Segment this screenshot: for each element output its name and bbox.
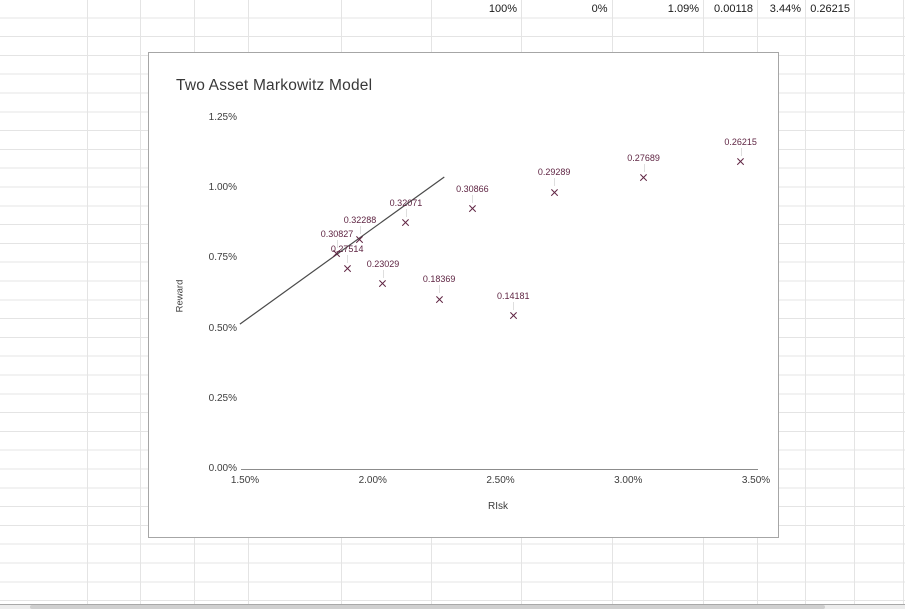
grid-column-line bbox=[140, 0, 141, 604]
y-tick-label: 1.00% bbox=[208, 182, 237, 194]
data-point-label: 0.32288 bbox=[343, 214, 377, 225]
label-leader-line bbox=[643, 164, 645, 173]
data-point-marker-x[interactable] bbox=[737, 158, 745, 166]
cell-return[interactable]: 1.09% bbox=[667, 3, 699, 15]
chart-title: Two Asset Markowitz Model bbox=[176, 77, 373, 94]
data-point-label: 0.14181 bbox=[496, 290, 530, 301]
markowitz-chart[interactable]: Two Asset Markowitz Model Reward RIsk 0.… bbox=[148, 52, 779, 538]
grid-column-line bbox=[805, 0, 806, 604]
data-point-marker-x[interactable] bbox=[468, 205, 476, 213]
data-point-label: 0.30827 bbox=[320, 228, 354, 239]
x-tick-label: 3.50% bbox=[741, 475, 771, 486]
label-leader-line bbox=[513, 301, 515, 310]
label-leader-line bbox=[554, 178, 556, 187]
data-point-label: 0.27514 bbox=[330, 244, 364, 255]
cell-risk[interactable]: 3.44% bbox=[769, 3, 801, 15]
trend-line bbox=[239, 176, 445, 325]
label-leader-line bbox=[382, 269, 384, 278]
data-point-marker-x[interactable] bbox=[435, 295, 443, 303]
y-tick-label: 0.25% bbox=[208, 392, 237, 404]
label-leader-line bbox=[740, 148, 742, 157]
cell-weight2[interactable]: 0% bbox=[591, 3, 608, 15]
sheet-bottom-divider bbox=[0, 604, 905, 605]
data-point-marker-x[interactable] bbox=[509, 312, 517, 320]
data-point-marker-x[interactable] bbox=[379, 280, 387, 288]
label-leader-line bbox=[405, 209, 407, 218]
data-point-marker-x[interactable] bbox=[550, 188, 558, 196]
horizontal-scrollbar-thumb[interactable] bbox=[30, 605, 825, 609]
horizontal-scrollbar-track[interactable] bbox=[0, 605, 905, 609]
grid-column-line bbox=[854, 0, 855, 604]
x-axis-line bbox=[241, 469, 758, 470]
label-leader-line bbox=[347, 255, 349, 264]
data-point-label: 0.26215 bbox=[724, 137, 757, 148]
x-axis-title: RIsk bbox=[488, 501, 508, 512]
x-tick-label: 3.00% bbox=[614, 475, 643, 486]
y-tick-label: 0.50% bbox=[208, 322, 237, 334]
x-tick-label: 2.00% bbox=[358, 475, 387, 486]
x-tick-label: 2.50% bbox=[486, 475, 515, 486]
data-point-label: 0.23029 bbox=[366, 258, 400, 269]
grid-column-line bbox=[87, 0, 88, 604]
cell-sharpe[interactable]: 0.26215 bbox=[810, 3, 850, 15]
y-tick-label: 0.00% bbox=[208, 463, 237, 474]
data-point-label: 0.32071 bbox=[389, 198, 423, 209]
label-leader-line bbox=[359, 225, 361, 234]
y-tick-label: 0.75% bbox=[208, 252, 237, 264]
data-point-marker-x[interactable] bbox=[343, 265, 351, 273]
data-point-marker-x[interactable] bbox=[356, 236, 364, 244]
data-point-label: 0.30866 bbox=[456, 183, 489, 194]
data-point-label: 0.18369 bbox=[422, 274, 456, 285]
label-leader-line bbox=[472, 194, 474, 203]
cell-variance[interactable]: 0.00118 bbox=[714, 3, 753, 15]
label-leader-line bbox=[439, 285, 441, 294]
grid-column-line bbox=[903, 0, 904, 604]
trend-line-svg bbox=[239, 176, 445, 325]
label-leader-line bbox=[336, 239, 338, 248]
cell-weight1[interactable]: 100% bbox=[488, 3, 517, 15]
data-point-label: 0.29289 bbox=[537, 167, 571, 178]
data-point-label: 0.27689 bbox=[627, 153, 660, 164]
data-point-marker-x[interactable] bbox=[640, 174, 648, 182]
data-point-marker-x[interactable] bbox=[402, 219, 410, 227]
y-tick-label: 1.25% bbox=[208, 112, 237, 123]
x-tick-label: 1.50% bbox=[230, 475, 260, 486]
